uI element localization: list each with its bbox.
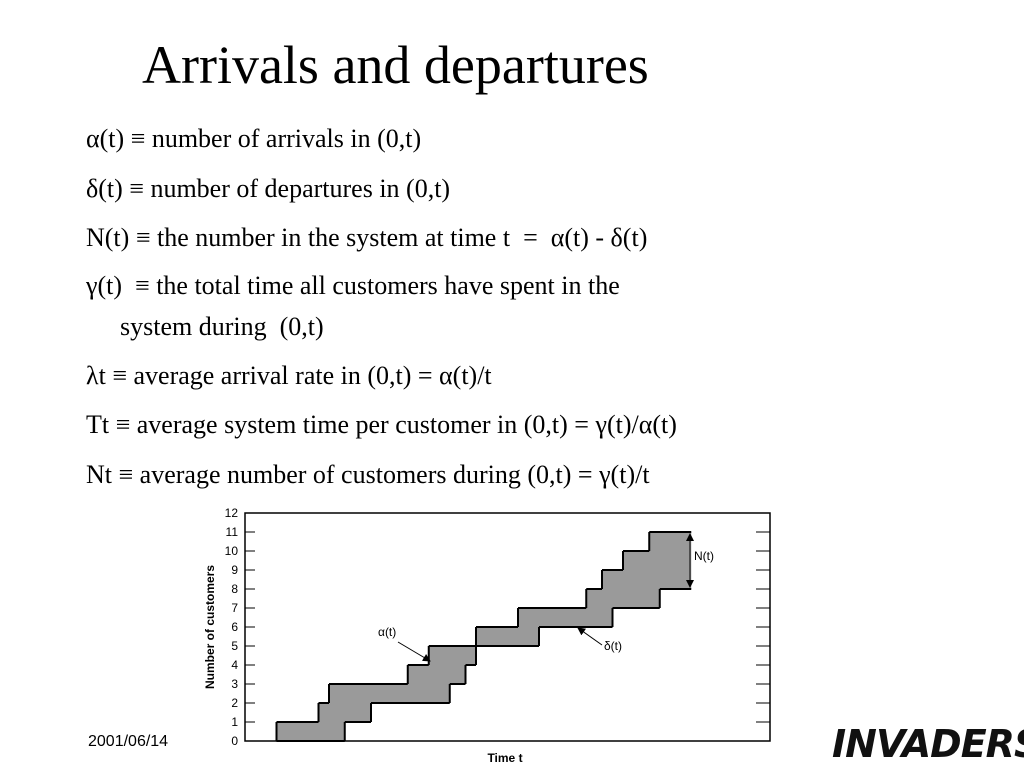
date: 2001/06/14 — [88, 733, 169, 750]
slide-title: Arrivals and departures — [142, 35, 649, 95]
y-tick-label: 3 — [231, 677, 238, 691]
series-label: α(t) — [378, 625, 396, 639]
y-tick-label: 12 — [225, 506, 239, 520]
y-tick-label: 10 — [225, 544, 239, 558]
y-tick-label: 5 — [231, 639, 238, 653]
y-tick-label: 9 — [231, 563, 238, 577]
series-label: δ(t) — [604, 639, 622, 653]
definition: λt ≡ average arrival rate in (0,t) = α(t… — [86, 361, 492, 390]
y-axis-label: Number of customers — [203, 565, 217, 689]
definition: Tt ≡ average system time per customer in… — [86, 410, 677, 439]
y-tick-label: 2 — [231, 696, 238, 710]
definition: N(t) ≡ the number in the system at time … — [86, 223, 648, 252]
y-tick-label: 8 — [231, 582, 238, 596]
pointer — [577, 627, 603, 646]
x-axis-label: Time t — [487, 751, 522, 765]
definition: system during (0,t) — [120, 312, 324, 341]
y-tick-label: 4 — [231, 658, 238, 672]
pointer — [397, 641, 431, 662]
y-tick-label: 7 — [231, 601, 238, 615]
definition: γ(t) ≡ the total time all customers have… — [86, 271, 620, 300]
y-tick-label: 0 — [231, 734, 238, 748]
logo: INVADERS — [832, 722, 1024, 766]
y-tick-label: 1 — [231, 715, 238, 729]
shaded-area — [276, 532, 692, 741]
annotation: N(t) — [694, 549, 714, 563]
y-tick-label: 11 — [226, 525, 239, 539]
definition: Nt ≡ average number of customers during … — [86, 460, 650, 489]
y-tick-label: 6 — [231, 620, 238, 634]
definition: δ(t) ≡ number of departures in (0,t) — [86, 174, 451, 203]
definition: α(t) ≡ number of arrivals in (0,t) — [86, 124, 422, 153]
